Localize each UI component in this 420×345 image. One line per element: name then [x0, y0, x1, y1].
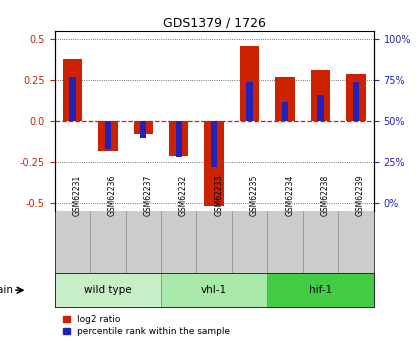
Bar — [140, 121, 147, 138]
Text: vhl-1: vhl-1 — [201, 285, 227, 295]
Bar — [134, 121, 153, 134]
Bar — [240, 46, 260, 121]
Text: GSM62232: GSM62232 — [179, 175, 188, 216]
Bar — [169, 121, 189, 156]
Bar — [276, 77, 295, 121]
Bar — [205, 121, 224, 206]
Bar — [63, 59, 82, 121]
Bar — [98, 121, 118, 151]
Legend: log2 ratio, percentile rank within the sample: log2 ratio, percentile rank within the s… — [59, 312, 234, 339]
Text: strain: strain — [0, 285, 13, 295]
Bar — [176, 121, 182, 157]
Text: GSM62233: GSM62233 — [214, 175, 223, 216]
Text: GSM62237: GSM62237 — [143, 175, 152, 216]
Text: GSM62234: GSM62234 — [285, 175, 294, 216]
Text: wild type: wild type — [84, 285, 131, 295]
Bar — [318, 95, 324, 121]
Text: GSM62238: GSM62238 — [320, 175, 330, 216]
Text: GSM62239: GSM62239 — [356, 175, 365, 216]
Bar — [247, 82, 253, 121]
Bar — [346, 74, 366, 121]
Text: GSM62235: GSM62235 — [249, 175, 259, 216]
Text: GSM62236: GSM62236 — [108, 175, 117, 216]
Bar — [69, 77, 76, 121]
Bar — [161, 273, 268, 307]
Text: GSM62231: GSM62231 — [72, 175, 81, 216]
Bar — [55, 273, 161, 307]
Text: hif-1: hif-1 — [309, 285, 332, 295]
Title: GDS1379 / 1726: GDS1379 / 1726 — [163, 17, 265, 30]
Bar — [268, 273, 374, 307]
Bar — [211, 121, 218, 167]
Bar — [353, 82, 359, 121]
Bar — [105, 121, 111, 149]
Bar — [311, 70, 331, 121]
Bar — [282, 101, 288, 121]
